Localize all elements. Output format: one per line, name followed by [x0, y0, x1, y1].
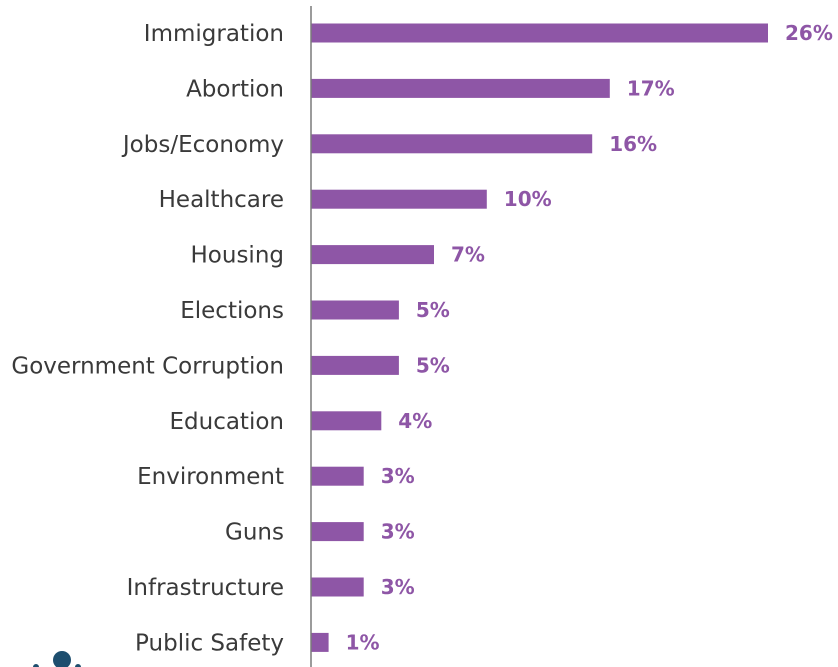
category-label-guns: Guns: [225, 520, 284, 546]
category-label-public-safety: Public Safety: [135, 630, 284, 656]
category-label-jobs-economy: Jobs/Economy: [121, 132, 284, 158]
bar-public-safety: [311, 632, 329, 652]
value-label-government-corruption: 5%: [416, 353, 450, 377]
bar-government-corruption: [311, 355, 399, 375]
category-label-elections: Elections: [180, 298, 284, 324]
bars-group: [311, 23, 768, 652]
bar-jobs-economy: [311, 134, 593, 154]
category-labels-group: Immigration Abortion Jobs/Economy Healthcar…: [11, 21, 284, 656]
category-label-education: Education: [169, 409, 284, 435]
bar-environment: [311, 466, 364, 486]
category-label-healthcare: Healthcare: [159, 187, 284, 213]
logo-dot-small-left: [33, 664, 39, 667]
bar-housing: [311, 245, 434, 265]
category-label-housing: Housing: [191, 243, 285, 269]
category-label-infrastructure: Infrastructure: [127, 575, 284, 601]
logo-dot-small-right: [75, 664, 81, 667]
value-labels-group: 26% 17% 16% 10% 7% 5% 5% 4% 3% 3% 3% 1%: [346, 21, 833, 654]
value-label-immigration: 26%: [785, 21, 833, 45]
logo-mark: [33, 651, 81, 667]
value-label-jobs-economy: 16%: [609, 132, 657, 156]
category-label-environment: Environment: [137, 464, 284, 490]
bar-abortion: [311, 78, 610, 98]
bar-infrastructure: [311, 577, 364, 597]
value-label-infrastructure: 3%: [381, 575, 415, 599]
bar-guns: [311, 522, 364, 542]
bar-healthcare: [311, 189, 487, 209]
category-label-abortion: Abortion: [186, 76, 284, 102]
value-label-housing: 7%: [451, 243, 485, 267]
value-label-education: 4%: [398, 409, 432, 433]
value-label-healthcare: 10%: [504, 187, 552, 211]
value-label-elections: 5%: [416, 298, 450, 322]
bar-education: [311, 411, 382, 431]
value-label-public-safety: 1%: [346, 630, 380, 654]
category-label-immigration: Immigration: [144, 21, 284, 47]
value-label-guns: 3%: [381, 520, 415, 544]
category-label-government-corruption: Government Corruption: [11, 353, 284, 379]
bar-immigration: [311, 23, 768, 43]
value-label-abortion: 17%: [627, 76, 675, 100]
value-label-environment: 3%: [381, 464, 415, 488]
logo-dot: [53, 651, 71, 667]
bar-elections: [311, 300, 399, 320]
